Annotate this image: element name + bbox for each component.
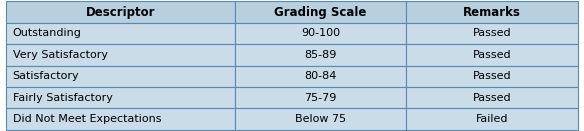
Text: 75-79: 75-79 — [304, 93, 337, 103]
Bar — [235, 87, 406, 108]
Text: Passed: Passed — [473, 93, 512, 103]
Text: Remarks: Remarks — [463, 6, 522, 18]
Text: Very Satisfactory: Very Satisfactory — [13, 50, 107, 60]
Bar — [6, 1, 235, 23]
Text: Below 75: Below 75 — [295, 114, 346, 124]
Text: 90-100: 90-100 — [301, 28, 340, 38]
Text: 80-84: 80-84 — [304, 71, 337, 81]
Text: Descriptor: Descriptor — [85, 6, 155, 18]
Bar — [6, 87, 235, 108]
Bar — [235, 23, 406, 44]
Bar — [235, 66, 406, 87]
Bar — [406, 23, 578, 44]
Bar — [406, 44, 578, 66]
Bar — [235, 44, 406, 66]
Bar — [406, 1, 578, 23]
Bar — [406, 66, 578, 87]
Bar — [406, 87, 578, 108]
Text: Did Not Meet Expectations: Did Not Meet Expectations — [13, 114, 161, 124]
Text: Failed: Failed — [476, 114, 509, 124]
Bar — [6, 66, 235, 87]
Text: Passed: Passed — [473, 28, 512, 38]
Bar — [6, 44, 235, 66]
Text: Passed: Passed — [473, 50, 512, 60]
Text: 85-89: 85-89 — [304, 50, 337, 60]
Text: Outstanding: Outstanding — [13, 28, 82, 38]
Bar — [235, 108, 406, 130]
Bar — [406, 108, 578, 130]
Text: Satisfactory: Satisfactory — [13, 71, 79, 81]
Bar — [235, 1, 406, 23]
Bar — [6, 108, 235, 130]
Text: Passed: Passed — [473, 71, 512, 81]
Text: Grading Scale: Grading Scale — [274, 6, 367, 18]
Bar — [6, 23, 235, 44]
Text: Fairly Satisfactory: Fairly Satisfactory — [13, 93, 113, 103]
